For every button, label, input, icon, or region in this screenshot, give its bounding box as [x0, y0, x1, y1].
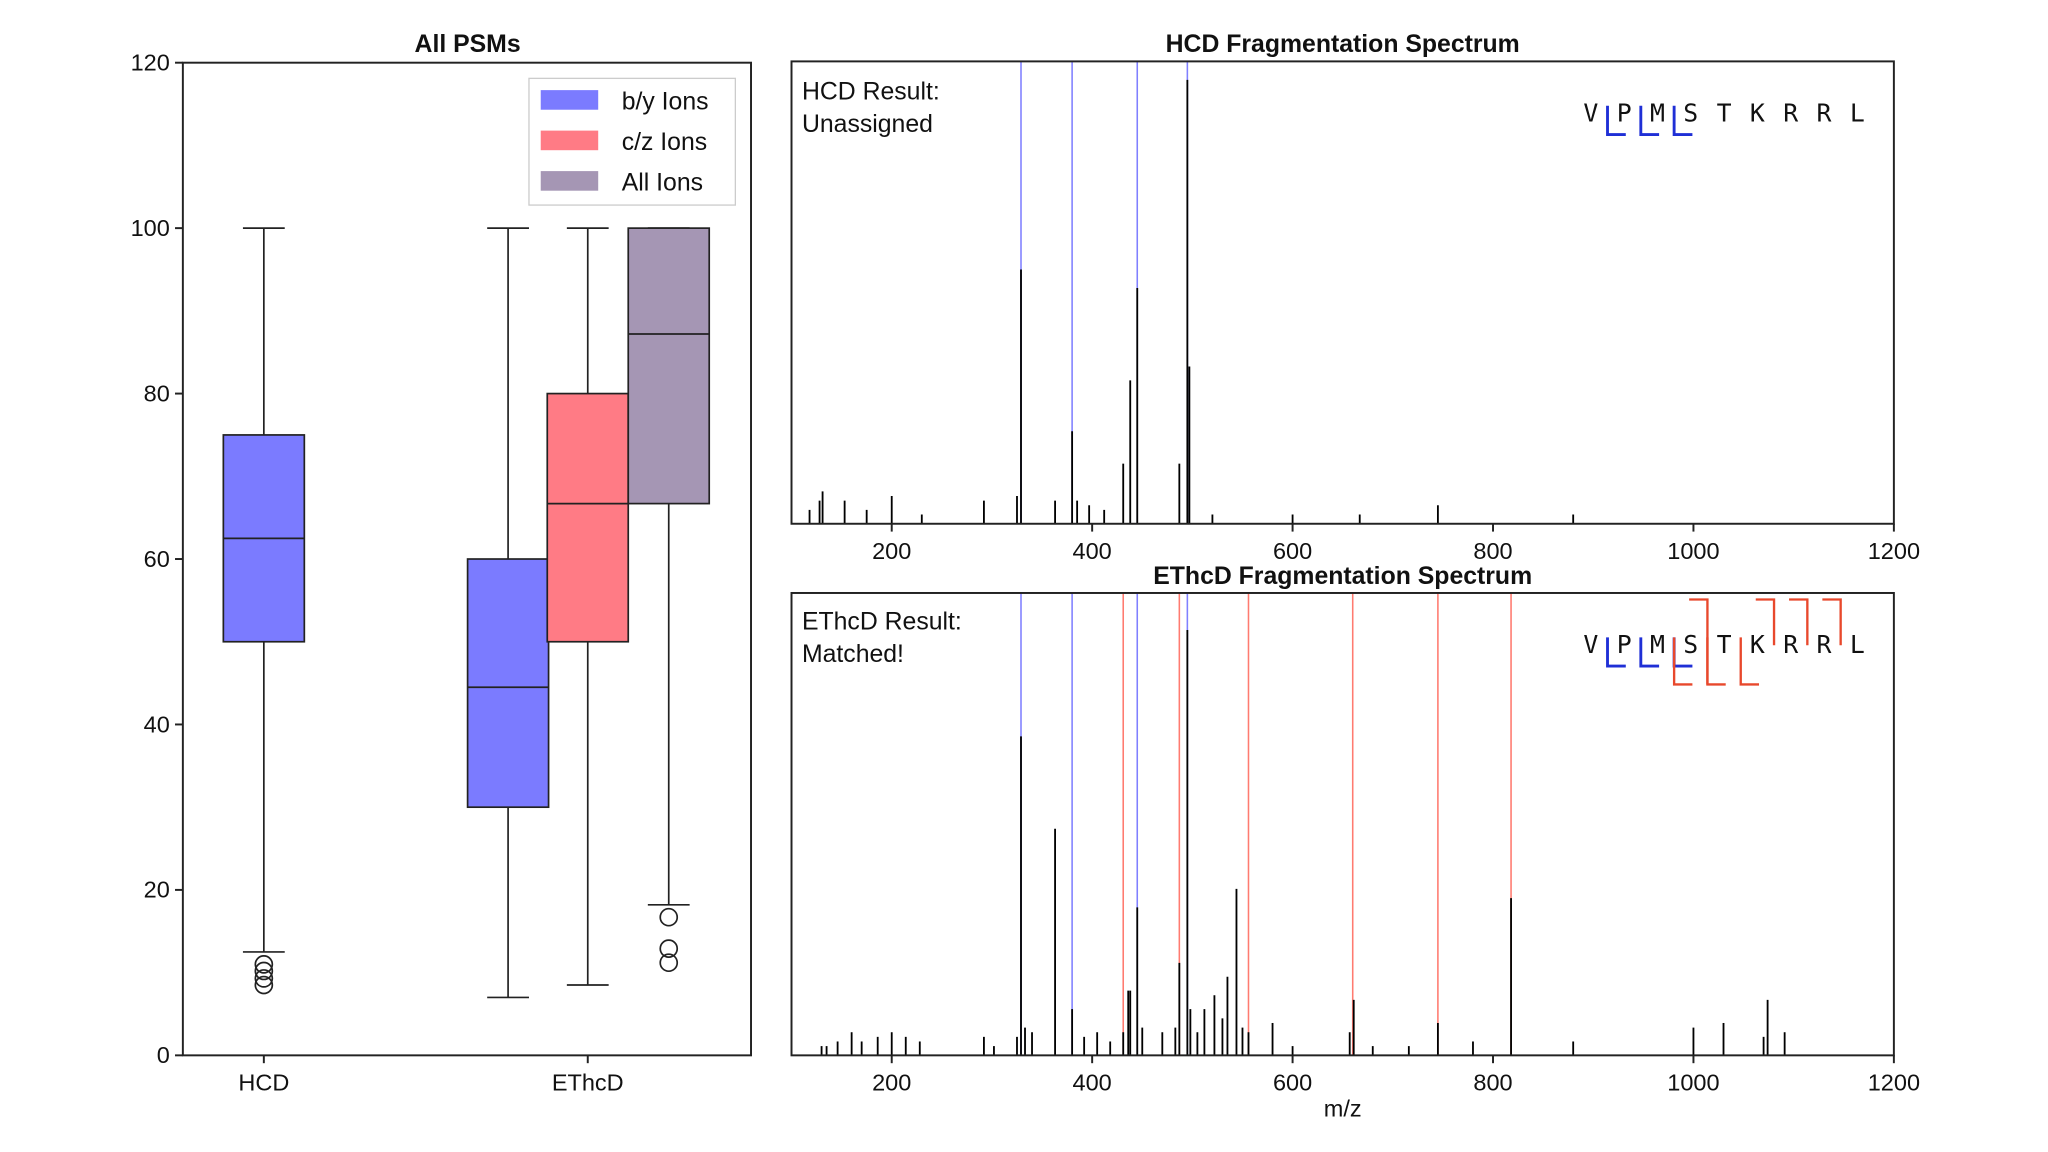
- x-tick-label: 600: [1273, 538, 1312, 564]
- sequence-residue: P: [1617, 98, 1632, 127]
- outlier-point: [254, 969, 274, 988]
- sequence-residue: M: [1650, 98, 1665, 127]
- outlier-point: [659, 939, 679, 958]
- ethcd-result-value: Matched!: [802, 641, 904, 668]
- x-tick-label: 400: [1073, 538, 1112, 564]
- sequence-residue: R: [1783, 630, 1798, 659]
- sequence-residue: S: [1683, 630, 1698, 659]
- y-tick-label: 120: [131, 50, 170, 76]
- sequence-residue: M: [1650, 630, 1665, 659]
- x-tick-label: HCD: [238, 1070, 289, 1096]
- z-ion-bracket: [1755, 598, 1776, 646]
- plot-frame: [790, 592, 1895, 1057]
- c-ion-bracket: [1672, 637, 1693, 686]
- x-tick-label: 600: [1273, 1070, 1312, 1096]
- outlier-point: [254, 961, 274, 981]
- sequence-residue: R: [1783, 98, 1798, 127]
- outlier-point: [659, 953, 679, 973]
- x-axis-label: m/z: [1324, 1096, 1362, 1122]
- outlier-point: [254, 975, 274, 995]
- outlier-point: [659, 907, 679, 927]
- y-tick-label: 40: [144, 711, 170, 737]
- box: [466, 558, 550, 809]
- legend-label: All Ions: [622, 170, 703, 197]
- outlier-point: [254, 955, 274, 974]
- plot-frame: [790, 60, 1895, 525]
- x-tick-label: 1200: [1868, 1070, 1920, 1096]
- x-tick-label: 200: [872, 1070, 911, 1096]
- ethcd-spectrum-title: EThcD Fragmentation Spectrum: [1153, 563, 1532, 590]
- y-tick-label: 80: [144, 380, 170, 406]
- y-tick-label: 20: [144, 877, 170, 903]
- y-tick-label: 60: [144, 546, 170, 572]
- sequence-residue: V: [1583, 630, 1598, 659]
- sequence-residue: R: [1817, 98, 1832, 127]
- sequence-residue: K: [1750, 98, 1765, 127]
- sequence-residue: P: [1617, 630, 1632, 659]
- z-ion-bracket: [1822, 598, 1842, 646]
- z-ion-bracket: [1689, 598, 1709, 685]
- b-ion-bracket: [1639, 637, 1660, 668]
- sequence-residue: K: [1750, 630, 1765, 659]
- box: [546, 392, 630, 643]
- x-tick-label: 800: [1473, 1070, 1512, 1096]
- z-ion-bracket: [1789, 598, 1809, 646]
- hcd-result-label: HCD Result:: [802, 78, 940, 105]
- b-ion-bracket: [1639, 105, 1660, 136]
- legend-label: b/y Ions: [622, 89, 709, 116]
- box-plot-panel: 0 20 40 60 80 100 120 HCD EThcD b/y Ions c/z Ions A…: [131, 50, 752, 1096]
- x-tick-label: 200: [872, 538, 911, 564]
- x-tick-label: 400: [1073, 1070, 1112, 1096]
- box: [627, 227, 711, 505]
- c-ion-bracket: [1739, 637, 1760, 686]
- box-title: All PSMs: [415, 31, 521, 58]
- x-tick-label: 800: [1473, 538, 1512, 564]
- hcd-result-value: Unassigned: [802, 111, 933, 138]
- x-tick-label: 1000: [1667, 1070, 1719, 1096]
- b-ion-bracket: [1672, 105, 1693, 136]
- sequence-residue: R: [1817, 630, 1832, 659]
- ethcd-result-label: EThcD Result:: [802, 609, 962, 636]
- b-ion-bracket: [1606, 637, 1626, 668]
- sequence-residue: S: [1683, 98, 1698, 127]
- x-tick-label: 1000: [1667, 538, 1719, 564]
- b-ion-bracket: [1606, 105, 1626, 136]
- sequence-residue: T: [1717, 98, 1732, 127]
- legend-swatch: [540, 90, 599, 110]
- hcd-spectrum-title: HCD Fragmentation Spectrum: [1166, 31, 1520, 58]
- x-tick-label: EThcD: [552, 1070, 624, 1096]
- y-tick-label: 100: [131, 215, 170, 241]
- sequence-residue: T: [1717, 630, 1732, 659]
- y-tick-label: 0: [157, 1042, 170, 1068]
- legend-swatch: [540, 130, 599, 151]
- sequence-residue: L: [1850, 630, 1865, 659]
- x-tick-label: 1200: [1868, 538, 1920, 564]
- legend-swatch: [540, 171, 599, 191]
- legend-label: c/z Ions: [622, 129, 707, 156]
- sequence-residue: V: [1583, 98, 1598, 127]
- sequence-residue: L: [1850, 98, 1865, 127]
